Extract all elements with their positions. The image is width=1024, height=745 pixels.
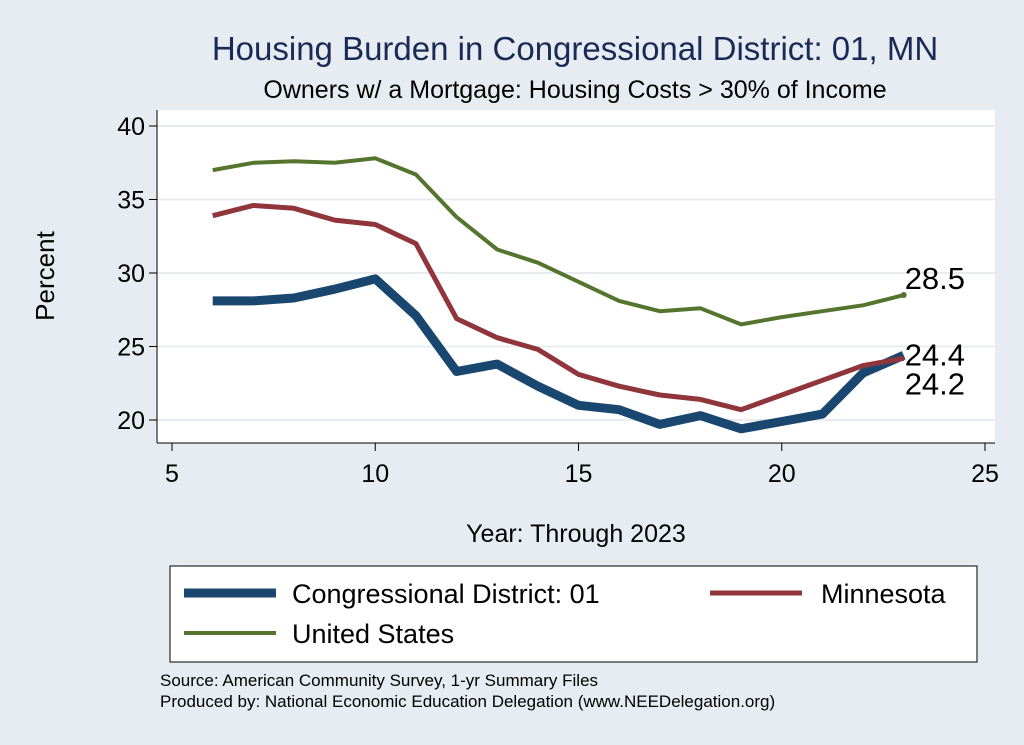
x-tick-label-10: 10 — [361, 460, 389, 488]
legend-label-district: Congressional District: 01 — [292, 579, 600, 609]
end-label-series-1: 24.2 — [905, 366, 965, 401]
y-tick-label-35: 35 — [117, 187, 145, 215]
x-axis-title: Year: Through 2023 — [466, 520, 686, 548]
producer-note: Produced by: National Economic Education… — [160, 692, 775, 711]
y-axis-ticks: 20 25 30 35 40 — [117, 113, 157, 435]
x-tick-label-20: 20 — [768, 460, 796, 488]
series-line-0 — [212, 274, 906, 434]
x-tick-label-5: 5 — [165, 460, 179, 488]
chart-subtitle: Owners w/ a Mortgage: Housing Costs > 30… — [263, 76, 886, 104]
series-line-1 — [212, 202, 905, 413]
legend-label-united-states: United States — [292, 619, 454, 649]
end-value-labels: 24.424.2 28.5 — [905, 261, 965, 401]
chart-title: Housing Burden in Congressional District… — [212, 30, 938, 67]
x-axis-ticks: 5 10 15 20 25 — [165, 443, 999, 488]
y-axis-title: Percent — [30, 230, 60, 320]
y-tick-label-30: 30 — [117, 260, 145, 288]
end-label-series-0: 24.4 — [905, 337, 965, 372]
series-line-2 — [212, 156, 905, 327]
legend-box — [169, 565, 978, 663]
y-tick-label-40: 40 — [117, 113, 145, 141]
x-tick-label-15: 15 — [565, 460, 593, 488]
end-label-series-2: 28.5 — [905, 261, 965, 296]
x-tick-label-25: 25 — [971, 460, 999, 488]
grid-lines — [157, 125, 995, 421]
series-end-point-2 — [900, 292, 907, 299]
y-tick-label-20: 20 — [117, 407, 145, 435]
y-tick-label-25: 25 — [117, 334, 145, 362]
series-lines — [212, 156, 907, 434]
source-note: Source: American Community Survey, 1-yr … — [160, 671, 598, 690]
plot-area — [157, 110, 995, 443]
legend-label-minnesota: Minnesota — [821, 579, 947, 609]
